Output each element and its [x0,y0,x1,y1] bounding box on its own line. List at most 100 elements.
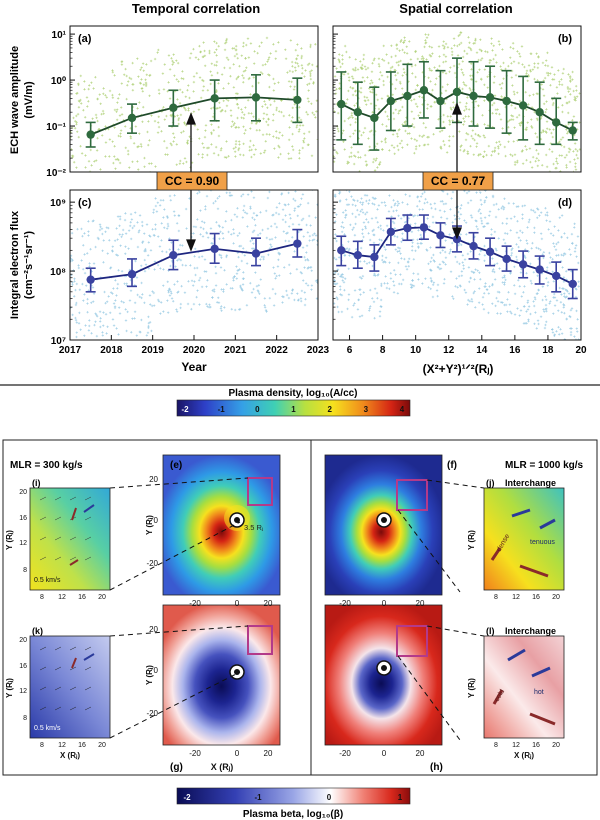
scatter-dot-v-c-452 [239,244,240,248]
scatter-dot-v-b-63 [575,84,577,88]
scatter-dot-v-b-93 [536,52,538,55]
scatter-dot-v-a-341 [227,99,229,102]
scatter-dot-v-a-629 [78,135,80,139]
scatter-dot-v-b-135 [342,58,343,61]
scatter-dot-v-c-36 [263,257,264,261]
scatter-dot-v-c-568 [244,254,246,257]
scatter-dot-v-a-170 [179,159,181,163]
scatter-dot-v-b-643 [572,176,573,178]
scatter-dot-v-c-424 [230,233,232,236]
scatter-dot-v-a-185 [279,145,280,149]
scatter-dot-v-b-678 [404,39,406,42]
scatter-dot-v-c-285 [89,262,90,265]
scatter-dot-v-b-507 [458,34,459,38]
scatter-dot-v-c-557 [147,331,149,335]
scatter-dot-v-c-414 [114,239,116,242]
scatter-dot-v-a-460 [291,119,292,123]
scatter-dot-v-d-21 [543,308,544,311]
scatter-dot-v-a-576 [90,179,91,181]
scatter-dot-v-c-523 [81,227,82,231]
scatter-dot-c-118 [70,307,72,309]
scatter-dot-v-a-89 [214,40,215,43]
scatter-dot-v-b-662 [569,76,571,80]
scatter-dot-v-b-875 [510,118,512,121]
scatter-dot-v-c-642 [251,291,253,294]
scatter-dot-v-a-325 [263,117,264,120]
scatter-dot-v-c-247 [73,269,74,272]
scatter-dot-v-c-458 [147,254,149,257]
scatter-dot-v-b-22 [482,114,483,117]
scatter-dot-v-b-885 [471,134,472,138]
scatter-dot-v-b-836 [357,150,359,154]
scatter-dot-v-c-121 [75,303,77,307]
data-point-b-7 [452,87,462,97]
scatter-dot-v-a-112 [247,37,249,40]
scatter-dot-v-c-401 [306,244,308,248]
scatter-dot-v-c-190 [273,304,275,307]
scatter-dot-v-b-749 [548,71,549,75]
scatter-dot-v-c-643 [160,267,161,270]
scatter-dot-v-c-271 [144,249,145,253]
scatter-dot-v-a-111 [142,62,144,65]
scatter-dot-v-b-755 [461,68,462,71]
scatter-dot-v-a-400 [296,125,298,129]
scatter-dot-c-572 [77,341,79,342]
scatter-dot-v-b-692 [492,150,493,153]
scatter-dot-c-263 [277,187,279,188]
scatter-dot-v-a-1 [226,37,228,41]
scatter-dot-v-b-565 [497,145,499,148]
data-point-b-3 [386,96,396,106]
scatter-dot-v-b-390 [447,46,449,49]
scatter-dot-v-b-92 [522,162,524,165]
scatter-dot-v-c-350 [241,288,243,291]
scatter-dot-v-b-714 [434,100,435,104]
scatter-dot-a-155 [81,175,83,176]
scatter-dot-v-b-398 [494,149,496,152]
scatter-dot-v-b-250 [439,130,441,133]
scatter-dot-v-a-617 [81,186,82,188]
scatter-dot-v-b-629 [510,153,511,156]
scatter-dot-v-a-531 [204,54,206,58]
scatter-dot-v-a-278 [259,120,260,123]
scatter-dot-v-c-278 [161,239,162,242]
scatter-dot-v-a-98 [184,122,186,126]
scatter-dot-v-a-382 [81,152,83,155]
scatter-dot-v-a-630 [116,173,117,175]
scatter-dot-v-c-426 [281,192,283,195]
scatter-dot-v-b-113 [572,78,573,81]
scatter-dot-v-c-482 [253,247,255,250]
scatter-dot-v-a-164 [266,113,268,116]
scatter-dot-v-a-138 [193,90,194,93]
scatter-dot-v-c-624 [178,238,179,242]
scatter-dot-a-681 [316,139,318,140]
scatter-dot-v-c-696 [82,282,83,286]
scatter-dot-v-b-357 [566,163,567,167]
scatter-dot-v-a-419 [183,130,184,133]
scatter-dot-v-a-48 [116,108,118,111]
scatter-dot-v-b-740 [374,130,376,133]
scatter-dot-v-a-559 [109,89,111,93]
scatter-dot-v-a-388 [202,142,203,145]
scatter-dot-v-c-213 [250,239,251,243]
scatter-dot-v-a-310 [313,82,314,85]
ytick-label-a--2: 10⁻² [46,168,66,179]
scatter-dot-v-b-115 [443,126,445,129]
scatter-dot-v-a-53 [182,70,183,73]
scatter-dot-v-b-354 [511,69,513,73]
scatter-dot-v-a-462 [223,87,224,90]
scatter-dot-v-a-424 [278,81,279,84]
scatter-dot-v-c-491 [113,287,114,290]
scatter-dot-v-b-858 [537,92,539,96]
scatter-dot-v-b-580 [470,62,472,65]
scatter-dot-v-a-692 [161,108,163,111]
scatter-dot-v-a-309 [198,137,200,140]
scatter-dot-v-c-509 [74,280,75,283]
scatter-dot-v-b-770 [574,133,575,137]
scatter-dot-v-c-14 [78,264,79,267]
data-point-b-10 [502,96,511,106]
scatter-dot-v-a-108 [311,154,313,158]
xtick-label-c-2: 2019 [142,345,165,356]
scatter-dot-v-c-685 [218,301,220,304]
scatter-dot-v-c-638 [307,231,309,234]
scatter-dot-v-c-236 [205,270,207,273]
